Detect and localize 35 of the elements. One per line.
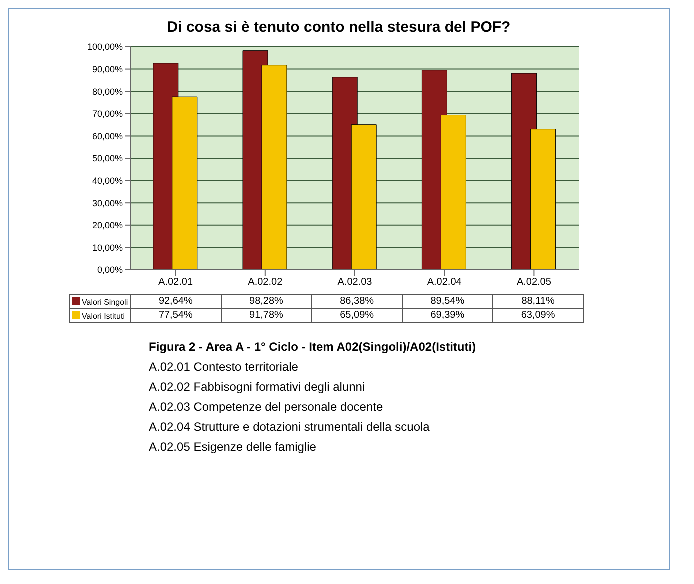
chart-title: Di cosa si è tenuto conto nella stesura del POF? <box>166 19 512 36</box>
text: A.02.02 Fabbisogni formativi degli alunni <box>149 379 366 396</box>
data-label: 63,09% <box>492 308 584 322</box>
legend-label: Valori Istituti <box>70 308 131 322</box>
y-tick-label: 90,00% <box>92 64 123 74</box>
data-label: 89,54% <box>402 294 493 308</box>
y-tick-label: 0,00% <box>97 265 123 276</box>
legend-label: Valori Singoli <box>70 294 131 308</box>
text: Figura 2 - Area A - 1° Ciclo - Item A02(Singoli)/A02(Istituti) <box>149 339 478 356</box>
x-tick-label: A.02.03 <box>338 277 373 288</box>
data-label: 91,78% <box>221 308 312 322</box>
y-tick-label: 20,00% <box>92 220 123 231</box>
x-tick-label: A.02.02 <box>248 277 284 288</box>
y-tick-label: 50,00% <box>92 154 123 164</box>
y-tick-label: 30,00% <box>92 198 123 208</box>
y-tick-label: 60,00% <box>92 131 123 142</box>
y-tick-label: 10,00% <box>92 242 123 253</box>
x-tick-label: A.02.01 <box>158 277 194 288</box>
text: A.02.01 Contesto territoriale <box>149 359 300 376</box>
data-label: 86,38% <box>312 294 402 308</box>
data-label: 88,11% <box>492 294 584 308</box>
data-label: 65,09% <box>312 308 402 322</box>
data-label: 98,28% <box>221 294 312 308</box>
x-tick-label: A.02.04 <box>427 277 462 288</box>
data-label: 69,39% <box>402 308 493 322</box>
text: A.02.03 Competenze del personale docente <box>149 399 384 416</box>
y-tick-label: 100,00% <box>87 42 123 52</box>
y-tick-label: 70,00% <box>92 109 123 120</box>
x-tick-label: A.02.05 <box>516 277 552 288</box>
text: A.02.05 Esigenze delle famiglie <box>149 439 318 456</box>
y-tick-label: 40,00% <box>92 176 123 186</box>
data-label: 92,64% <box>130 294 222 308</box>
y-tick-label: 80,00% <box>92 86 123 97</box>
text: A.02.04 Strutture e dotazioni strumentali della scuola <box>149 419 431 436</box>
data-label: 77,54% <box>130 308 222 322</box>
